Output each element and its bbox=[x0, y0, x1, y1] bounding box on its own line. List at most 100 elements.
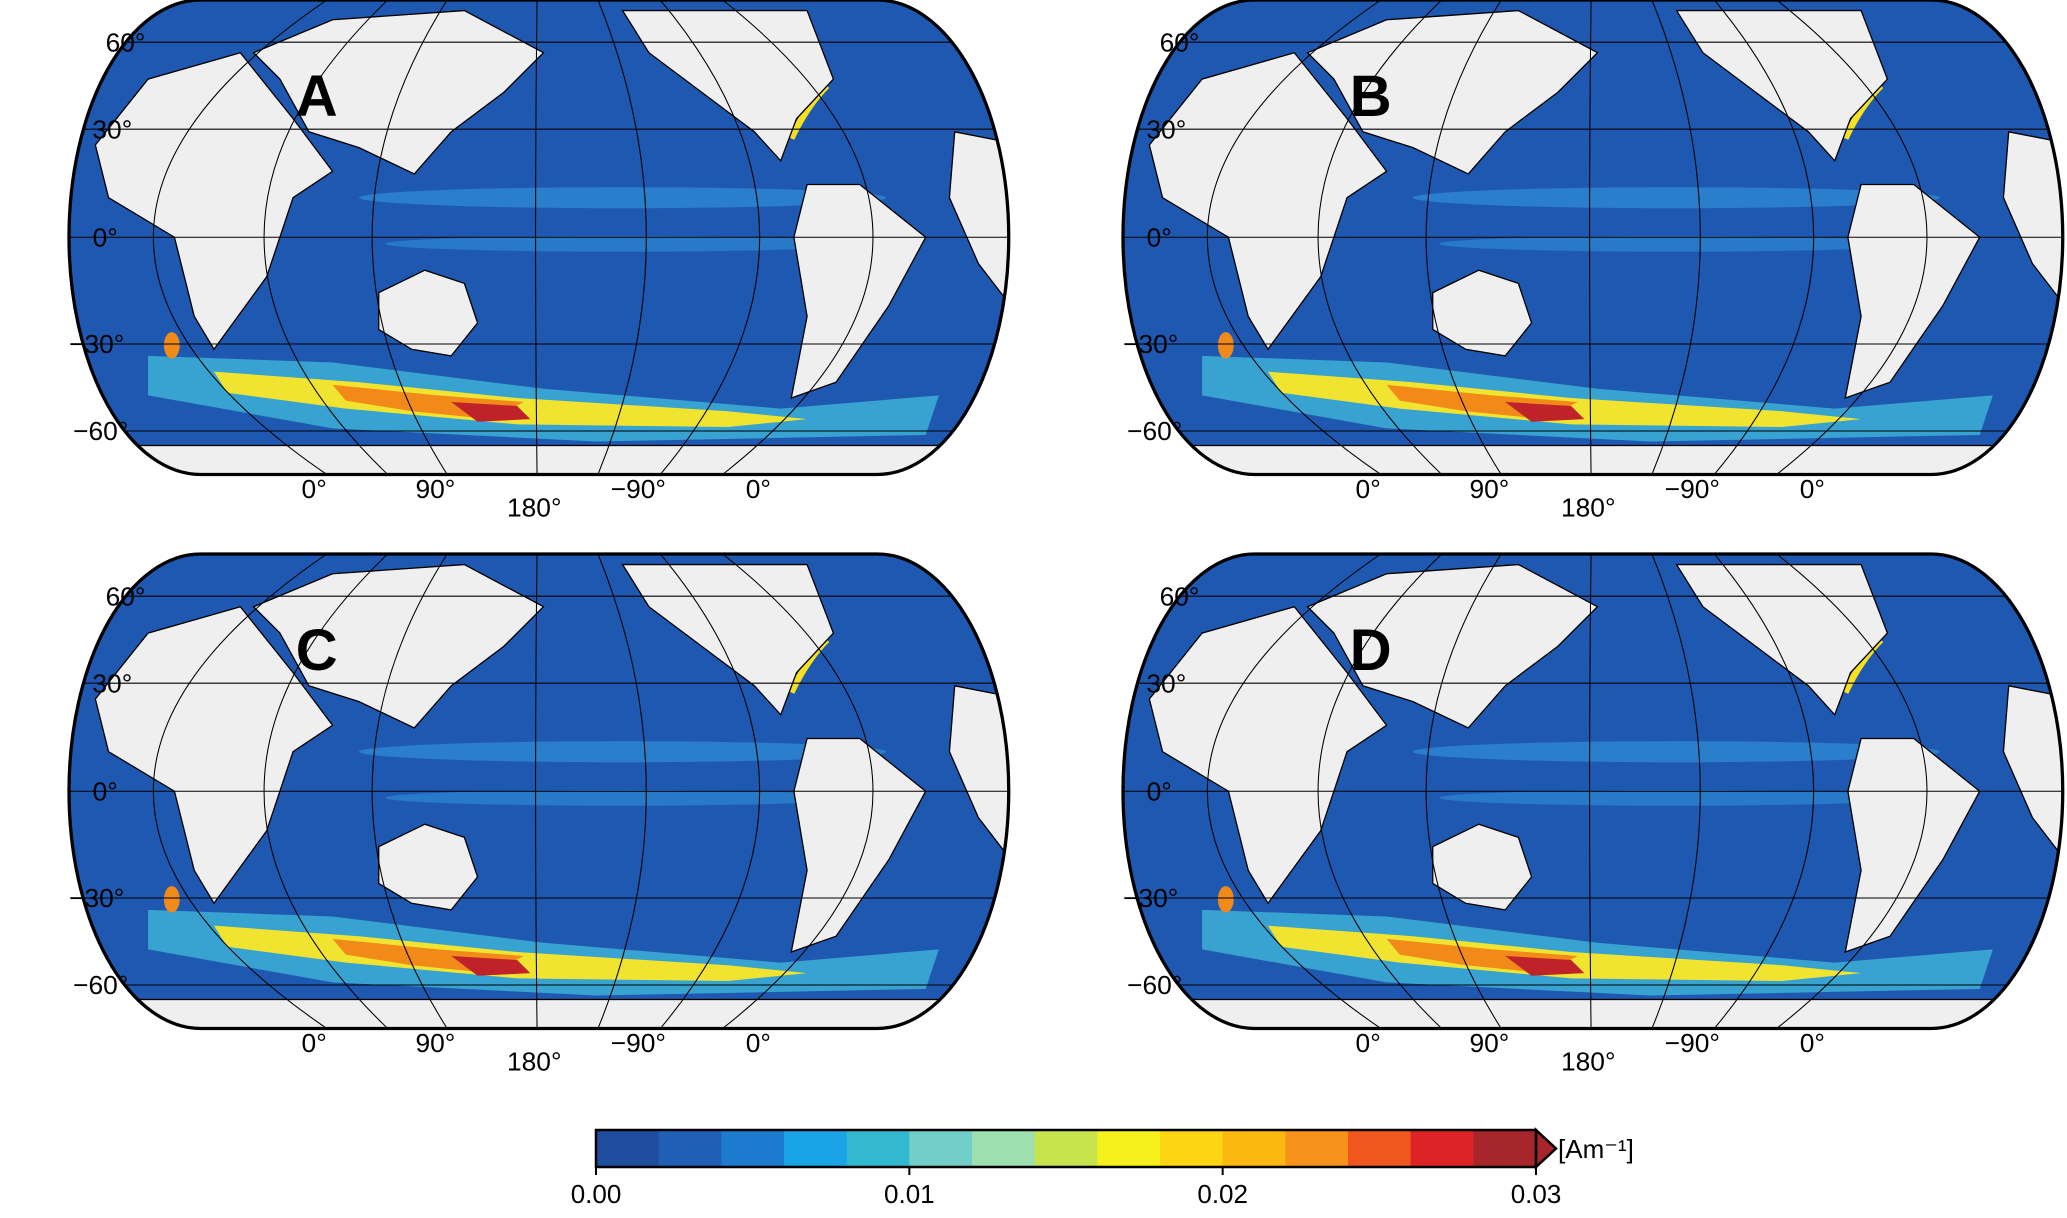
meridian bbox=[1425, 0, 1502, 475]
meridian bbox=[597, 0, 647, 475]
land bbox=[621, 563, 835, 717]
map-outline bbox=[1121, 0, 2065, 477]
lon-label: 0° bbox=[746, 1028, 771, 1058]
panel-label: B bbox=[1350, 65, 1392, 129]
agulhas bbox=[163, 886, 180, 913]
lat-label: 30° bbox=[1146, 668, 1186, 698]
meridian bbox=[1651, 0, 1701, 475]
land bbox=[1844, 737, 1981, 954]
map-body bbox=[1123, 0, 2063, 475]
antarctica bbox=[69, 444, 1009, 475]
lat-label: 30° bbox=[1146, 114, 1186, 144]
lon-label: 0° bbox=[1356, 1028, 1381, 1058]
colorbar-segment bbox=[721, 1130, 785, 1167]
lon-label: 0° bbox=[302, 474, 327, 504]
map-body bbox=[69, 0, 1009, 475]
meridian bbox=[659, 0, 761, 475]
lon-label: −90° bbox=[1665, 474, 1720, 504]
acc-hot bbox=[1505, 401, 1585, 422]
lon-label: 0° bbox=[1800, 474, 1825, 504]
colorbar-segment bbox=[846, 1130, 910, 1167]
colorbar-tick-label: 0.01 bbox=[884, 1179, 935, 1209]
lon-label: 0° bbox=[1800, 1028, 1825, 1058]
map-body bbox=[1123, 554, 2063, 1029]
agulhas bbox=[1217, 886, 1234, 913]
lat-label: 60° bbox=[1160, 27, 1200, 57]
colorbar-tick-label: 0.00 bbox=[571, 1179, 622, 1209]
lat-label: −30° bbox=[1123, 329, 1178, 359]
lon-label: 90° bbox=[415, 1028, 455, 1058]
panel-label: A bbox=[296, 65, 338, 129]
colorbar-extend bbox=[1534, 1127, 1558, 1170]
meridian bbox=[722, 554, 874, 1029]
colorbar-segment bbox=[596, 1130, 660, 1167]
lon-label: 0° bbox=[302, 1028, 327, 1058]
colorbar: 0.00 0.01 0.02 0.03 [Am⁻¹] bbox=[571, 1127, 1634, 1209]
meridian bbox=[263, 554, 389, 1029]
equatorial-band bbox=[358, 187, 887, 209]
land bbox=[790, 737, 927, 954]
colorbar-frame bbox=[594, 1128, 1538, 1169]
meridian bbox=[371, 0, 448, 475]
colorbar-tick-label: 0.03 bbox=[1511, 1179, 1562, 1209]
lat-label: −60° bbox=[73, 970, 128, 1000]
meridian bbox=[153, 0, 328, 475]
meridian bbox=[1651, 554, 1701, 1029]
colorbar-segment bbox=[909, 1130, 973, 1167]
agulhas bbox=[163, 332, 180, 359]
lon-label: 180° bbox=[1561, 493, 1616, 523]
equatorial-band bbox=[385, 235, 860, 252]
lat-label: 0° bbox=[1147, 222, 1172, 252]
lat-label: −30° bbox=[69, 329, 124, 359]
land bbox=[1844, 183, 1981, 400]
colorbar-segment bbox=[1034, 1130, 1098, 1167]
equatorial-band bbox=[1412, 741, 1941, 763]
lon-label: 90° bbox=[1469, 1028, 1509, 1058]
lat-label: −60° bbox=[1127, 970, 1182, 1000]
map-body bbox=[69, 554, 1009, 1029]
lat-label: 60° bbox=[106, 581, 146, 611]
panel-label: D bbox=[1350, 619, 1392, 683]
equatorial-band bbox=[358, 741, 887, 763]
meridian bbox=[1776, 554, 1928, 1029]
land bbox=[621, 9, 835, 163]
equatorial-band bbox=[1439, 235, 1914, 252]
colorbar-tick-label: 0.02 bbox=[1197, 1179, 1248, 1209]
lat-label: 0° bbox=[93, 222, 118, 252]
acc-mid bbox=[1267, 925, 1862, 982]
colorbar-segment bbox=[1410, 1130, 1474, 1167]
equatorial-band bbox=[1439, 789, 1914, 806]
lat-label: −30° bbox=[69, 883, 124, 913]
meridian bbox=[535, 554, 538, 1029]
meridian bbox=[535, 0, 538, 475]
land bbox=[252, 563, 545, 729]
equatorial-band bbox=[385, 789, 860, 806]
colorbar-segment bbox=[658, 1130, 722, 1167]
colorbar-segment bbox=[784, 1130, 848, 1167]
meridian bbox=[1317, 0, 1443, 475]
lon-label: 90° bbox=[415, 474, 455, 504]
meridian bbox=[1713, 0, 1815, 475]
meridian bbox=[1317, 554, 1443, 1029]
meridian bbox=[1713, 554, 1815, 1029]
acc-mid bbox=[213, 925, 808, 982]
agulhas bbox=[1217, 332, 1234, 359]
lon-label: −90° bbox=[1665, 1028, 1720, 1058]
lon-label: 180° bbox=[507, 1047, 562, 1077]
land bbox=[1306, 9, 1599, 175]
meridian bbox=[1589, 0, 1592, 475]
meridian bbox=[263, 0, 389, 475]
lat-label: 0° bbox=[1147, 776, 1172, 806]
meridian bbox=[722, 0, 874, 475]
meridian bbox=[1207, 554, 1382, 1029]
lon-label: 0° bbox=[746, 474, 771, 504]
lat-label: 0° bbox=[93, 776, 118, 806]
land bbox=[252, 9, 545, 175]
colorbar-segment bbox=[1222, 1130, 1286, 1167]
map-panel: B 60° 30° 0° −30° −60° 0° 90° 180° −90° 0° bbox=[1121, 0, 2065, 523]
lat-label: −30° bbox=[1123, 883, 1178, 913]
meridian bbox=[597, 554, 647, 1029]
lon-label: −90° bbox=[611, 1028, 666, 1058]
colorbar-unit: [Am⁻¹] bbox=[1558, 1134, 1634, 1164]
meridian bbox=[1589, 554, 1592, 1029]
